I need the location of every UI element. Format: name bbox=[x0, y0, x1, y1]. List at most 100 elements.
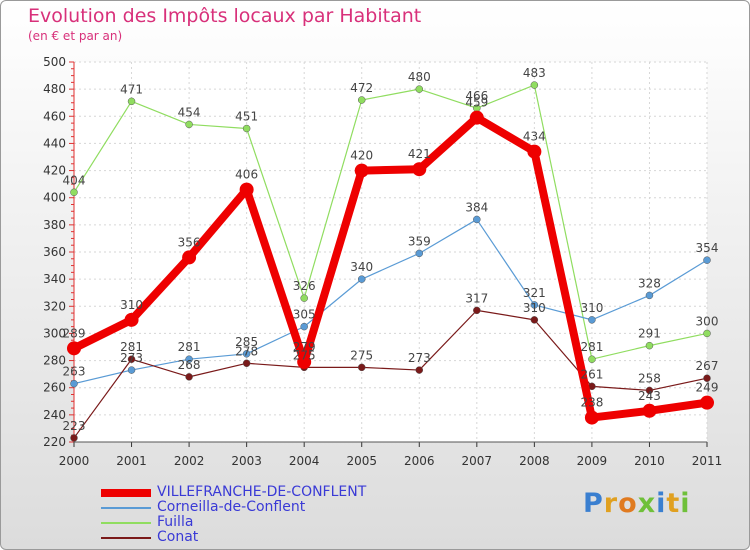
y-tick-label-420: 420 bbox=[43, 164, 66, 178]
data-label-corneilla-de-conflent-2008: 321 bbox=[523, 286, 546, 300]
data-label-conat-2002: 268 bbox=[178, 358, 201, 372]
data-label-fuilla-2010: 291 bbox=[638, 327, 661, 341]
data-label-conat-2010: 258 bbox=[638, 371, 661, 385]
data-label-conat-2000: 223 bbox=[63, 419, 86, 433]
point-villefranche-de-conflent-2002 bbox=[182, 250, 197, 265]
point-conat-2006 bbox=[415, 366, 424, 374]
x-tick-label-2011: 2011 bbox=[692, 454, 723, 468]
proxiti-logo: Proxiti bbox=[583, 488, 691, 519]
data-label-villefranche-de-conflent-2010: 243 bbox=[638, 389, 661, 403]
data-label-fuilla-2000: 404 bbox=[63, 173, 86, 187]
data-label-conat-2005: 275 bbox=[350, 348, 373, 362]
point-fuilla-2000 bbox=[70, 188, 78, 197]
legend-label-corneilla: Corneilla-de-Conflent bbox=[157, 499, 306, 515]
point-fuilla-2008 bbox=[530, 81, 539, 89]
data-label-corneilla-de-conflent-2010: 328 bbox=[638, 276, 661, 290]
x-tick-label-2005: 2005 bbox=[346, 454, 377, 468]
data-label-conat-2001: 281 bbox=[120, 340, 143, 354]
x-tick-label-2002: 2002 bbox=[174, 454, 205, 468]
point-corneilla-de-conflent-2005 bbox=[357, 275, 366, 283]
y-tick-label-480: 480 bbox=[43, 82, 66, 96]
point-conat-2003 bbox=[242, 359, 251, 368]
data-label-corneilla-de-conflent-2003: 285 bbox=[235, 335, 258, 349]
point-corneilla-de-conflent-2004 bbox=[300, 322, 308, 331]
y-tick-label-500: 500 bbox=[43, 55, 66, 69]
data-label-corneilla-de-conflent-2000: 263 bbox=[63, 365, 86, 379]
axes: 2202402602803003203403603804004204404604… bbox=[43, 55, 722, 468]
y-tick-label-400: 400 bbox=[43, 191, 66, 205]
data-label-villefranche-de-conflent-2005: 420 bbox=[350, 149, 373, 163]
y-tick-label-340: 340 bbox=[43, 272, 66, 286]
point-conat-2002 bbox=[185, 373, 193, 381]
point-villefranche-de-conflent-2011 bbox=[700, 395, 714, 410]
data-label-conat-2009: 261 bbox=[580, 367, 603, 381]
x-tick-label-2010: 2010 bbox=[634, 454, 665, 468]
series-line-villefranche-de-conflent bbox=[70, 113, 711, 422]
data-label-fuilla-2001: 471 bbox=[120, 82, 143, 96]
point-villefranche-de-conflent-2004 bbox=[297, 354, 312, 369]
point-conat-2010 bbox=[645, 386, 654, 395]
point-villefranche-de-conflent-2000 bbox=[67, 341, 81, 356]
point-fuilla-2011 bbox=[703, 329, 711, 338]
data-label-corneilla-de-conflent-2002: 281 bbox=[178, 340, 201, 354]
point-fuilla-2005 bbox=[357, 96, 366, 104]
point-conat-2005 bbox=[357, 363, 366, 372]
legend-label-conat: Conat bbox=[157, 529, 199, 545]
y-tick-label-280: 280 bbox=[43, 354, 66, 368]
data-label-villefranche-de-conflent-2004: 279 bbox=[293, 340, 316, 354]
data-label-fuilla-2002: 454 bbox=[178, 105, 201, 119]
point-villefranche-de-conflent-2003 bbox=[239, 182, 254, 197]
point-villefranche-de-conflent-2001 bbox=[124, 312, 139, 327]
point-corneilla-de-conflent-2002 bbox=[185, 355, 193, 363]
data-label-corneilla-de-conflent-2004: 305 bbox=[293, 308, 316, 322]
point-conat-2008 bbox=[530, 316, 539, 324]
point-corneilla-de-conflent-2007 bbox=[473, 215, 481, 224]
x-tick-label-2008: 2008 bbox=[519, 454, 550, 468]
y-tick-label-300: 300 bbox=[43, 326, 66, 340]
x-tick-label-2004: 2004 bbox=[289, 454, 320, 468]
data-label-villefranche-de-conflent-2008: 434 bbox=[523, 130, 546, 144]
point-villefranche-de-conflent-2009 bbox=[584, 410, 599, 425]
point-conat-2001 bbox=[127, 355, 136, 363]
point-villefranche-de-conflent-2010 bbox=[642, 403, 657, 418]
point-corneilla-de-conflent-2009 bbox=[588, 316, 596, 324]
point-corneilla-de-conflent-2008 bbox=[530, 301, 539, 309]
data-label-fuilla-2011: 300 bbox=[696, 314, 719, 328]
data-label-villefranche-de-conflent-2006: 421 bbox=[408, 147, 431, 161]
x-tick-label-2007: 2007 bbox=[462, 454, 493, 468]
data-label-villefranche-de-conflent-2007: 459 bbox=[465, 96, 488, 110]
point-fuilla-2004 bbox=[300, 294, 308, 302]
point-villefranche-de-conflent-2005 bbox=[354, 163, 369, 178]
point-fuilla-2001 bbox=[127, 97, 136, 106]
data-label-conat-2004: 275 bbox=[293, 348, 316, 362]
data-label-corneilla-de-conflent-2009: 310 bbox=[580, 301, 603, 315]
data-label-corneilla-de-conflent-2006: 359 bbox=[408, 234, 431, 248]
point-fuilla-2010 bbox=[645, 341, 654, 350]
legend-swatch-villefranche bbox=[101, 489, 151, 497]
data-label-fuilla-2009: 281 bbox=[580, 340, 603, 354]
series-line-corneilla-de-conflent bbox=[73, 218, 708, 385]
point-corneilla-de-conflent-2003 bbox=[242, 350, 251, 358]
point-corneilla-de-conflent-2006 bbox=[415, 249, 424, 258]
point-corneilla-de-conflent-2000 bbox=[70, 379, 78, 388]
data-label-corneilla-de-conflent-2011: 354 bbox=[696, 241, 719, 255]
legend-label-villefranche: VILLEFRANCHE-DE-CONFLENT bbox=[157, 484, 367, 500]
point-villefranche-de-conflent-2008 bbox=[527, 144, 542, 159]
data-label-villefranche-de-conflent-2000: 289 bbox=[63, 326, 86, 340]
x-tick-label-2000: 2000 bbox=[59, 454, 90, 468]
y-tick-label-380: 380 bbox=[43, 218, 66, 232]
data-label-corneilla-de-conflent-2005: 340 bbox=[350, 260, 373, 274]
legend-swatch-corneilla bbox=[101, 507, 151, 509]
point-villefranche-de-conflent-2006 bbox=[412, 162, 427, 177]
x-tick-label-2001: 2001 bbox=[116, 454, 147, 468]
data-label-villefranche-de-conflent-2011: 249 bbox=[696, 381, 719, 395]
data-label-fuilla-2003: 451 bbox=[235, 110, 258, 124]
point-fuilla-2003 bbox=[242, 124, 251, 133]
data-label-fuilla-2006: 480 bbox=[408, 70, 431, 84]
grid bbox=[73, 61, 708, 443]
data-label-villefranche-de-conflent-2003: 406 bbox=[235, 168, 258, 182]
y-tick-label-360: 360 bbox=[43, 245, 66, 259]
data-label-fuilla-2008: 483 bbox=[523, 66, 546, 80]
